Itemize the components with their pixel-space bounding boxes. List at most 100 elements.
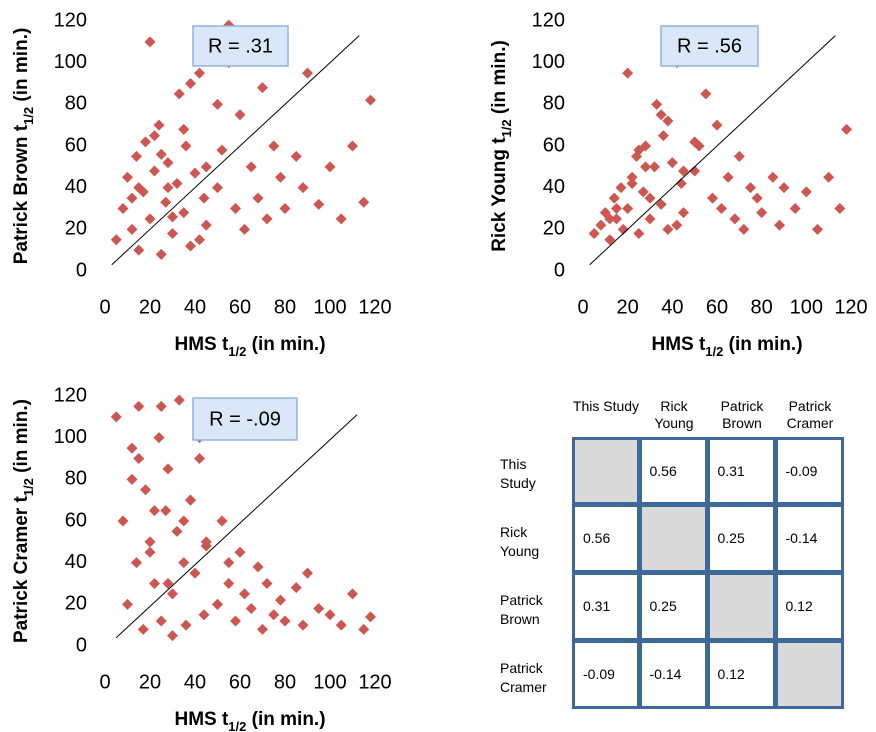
point <box>365 611 376 623</box>
point <box>155 615 167 627</box>
point <box>180 140 192 152</box>
point <box>167 588 178 600</box>
point <box>608 192 620 204</box>
point <box>239 223 250 235</box>
point <box>160 505 172 517</box>
point <box>171 178 183 189</box>
point <box>640 161 652 173</box>
annotation: R = .56 <box>677 35 742 57</box>
point <box>633 144 645 156</box>
point <box>171 525 183 537</box>
x-axis-label: HMS t1/2 (in min.) <box>651 334 802 359</box>
point <box>604 213 616 225</box>
point <box>200 219 212 231</box>
y-tick-label: 40 <box>65 551 87 573</box>
point <box>117 515 129 527</box>
label-part: 1/2 <box>499 119 514 137</box>
point <box>290 582 302 594</box>
point <box>257 623 268 635</box>
column-header: Patrick Brown <box>720 398 764 431</box>
point <box>212 98 223 110</box>
y-tick-label: 80 <box>543 93 565 115</box>
x-tick-label: 120 <box>834 296 867 318</box>
point <box>144 536 156 548</box>
point <box>144 213 156 225</box>
point <box>133 400 145 412</box>
point <box>126 473 138 485</box>
y-tick-label: 60 <box>65 134 87 156</box>
point <box>167 211 178 223</box>
label-part: (in min.) <box>246 334 325 355</box>
point <box>297 619 309 631</box>
point <box>185 240 196 252</box>
point <box>149 578 160 589</box>
point <box>178 207 190 219</box>
point <box>153 432 165 444</box>
point <box>637 186 649 198</box>
x-tick-label: 120 <box>358 296 391 318</box>
point <box>611 213 622 225</box>
label-part: 1/2 <box>705 344 723 359</box>
point <box>133 453 145 464</box>
table-cell: 0.56 <box>638 437 708 505</box>
point <box>155 400 167 412</box>
point <box>239 588 250 600</box>
point <box>774 219 786 231</box>
point <box>153 119 165 131</box>
column-header: Rick Young <box>654 398 694 431</box>
y-tick-label: 100 <box>54 51 87 73</box>
point <box>234 546 246 558</box>
y-tick-label: 40 <box>65 176 87 198</box>
point <box>216 144 228 156</box>
point <box>689 165 701 177</box>
point <box>789 203 801 214</box>
table-cell <box>638 503 708 573</box>
x-tick-label: 0 <box>577 296 588 318</box>
point <box>155 248 167 260</box>
label-part: HMS t <box>174 709 229 730</box>
point <box>644 213 656 225</box>
table-cell: 0.12 <box>774 571 844 641</box>
point <box>347 588 358 600</box>
point <box>751 192 763 204</box>
point <box>110 234 122 246</box>
point <box>268 140 280 152</box>
point <box>252 561 264 573</box>
y-tick-label: 120 <box>54 9 87 31</box>
label-part: Patrick Cramer t <box>11 496 32 643</box>
table-cell: 0.31 <box>572 571 640 641</box>
x-tick-label: 60 <box>229 671 251 693</box>
y-tick-label: 20 <box>543 218 565 240</box>
point <box>126 442 138 454</box>
point <box>302 67 313 79</box>
x-tick-label: 120 <box>358 671 391 693</box>
x-tick-label: 20 <box>617 296 639 318</box>
point <box>655 109 667 121</box>
y-tick-label: 0 <box>76 259 87 281</box>
point <box>149 505 160 517</box>
y-tick-label: 20 <box>65 218 87 240</box>
x-tick-label: 40 <box>184 296 206 318</box>
point <box>178 515 190 527</box>
point <box>194 67 205 79</box>
point <box>657 130 669 142</box>
point <box>738 223 750 235</box>
table-cell: -0.14 <box>774 503 844 573</box>
point <box>140 136 151 148</box>
point <box>162 463 174 475</box>
point <box>662 115 674 127</box>
point <box>149 130 160 142</box>
x-tick-label: 40 <box>184 671 206 693</box>
point <box>675 178 687 189</box>
point <box>313 603 325 614</box>
point <box>756 207 768 219</box>
point <box>711 119 723 131</box>
point <box>230 203 241 214</box>
point <box>275 171 286 183</box>
point <box>144 36 156 48</box>
point <box>245 603 257 614</box>
annotation: R = -.09 <box>209 408 281 430</box>
y-tick-label: 100 <box>532 51 565 73</box>
y-axis-label: Rick Young t1/2 (in min.) <box>489 40 514 252</box>
